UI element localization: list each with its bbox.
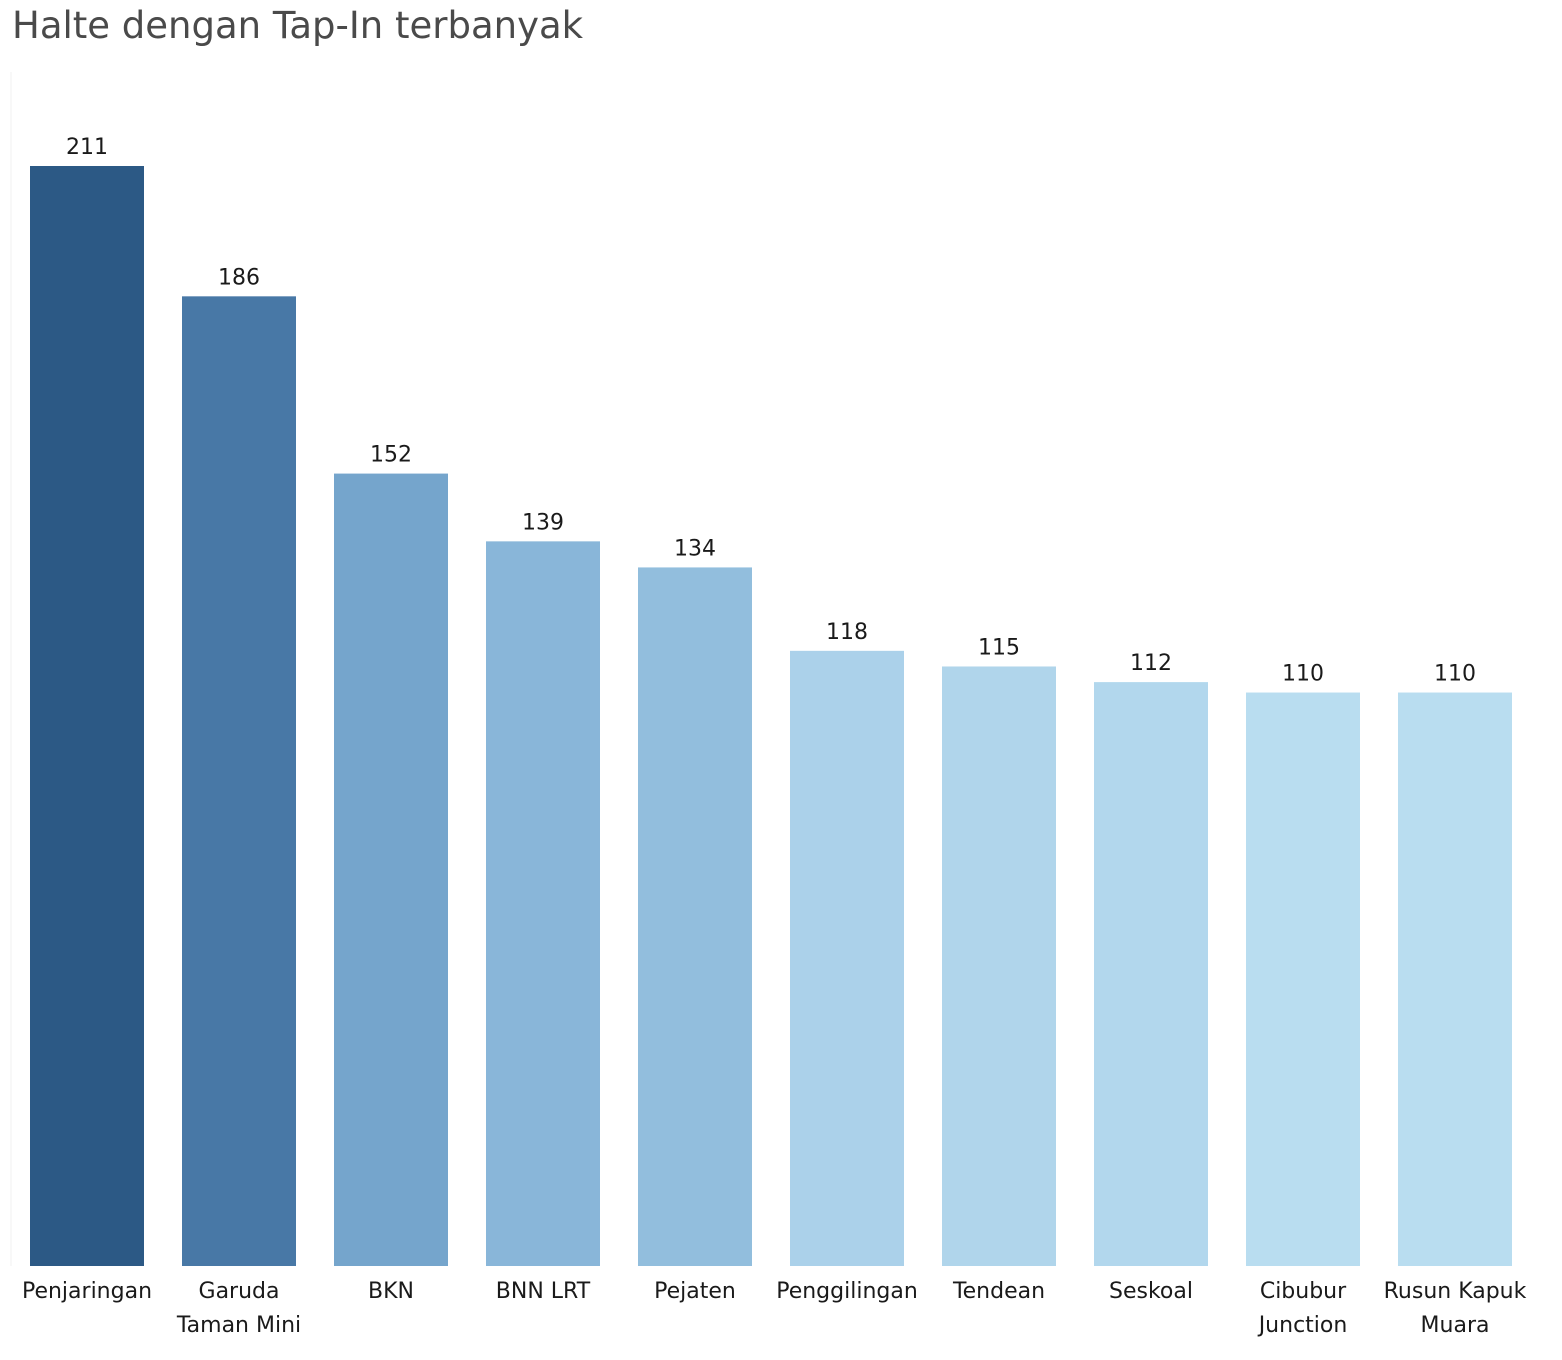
bar-value-label: 211 [66,135,108,160]
bar-value-label: 112 [1130,651,1172,676]
category-label: Tendean [952,1279,1045,1304]
value-labels-group: 211 186 152 139 134 118 115 112 110 110 [66,135,1476,687]
bar [942,666,1056,1266]
bar-value-label: 139 [522,510,564,535]
bar-value-label: 110 [1434,662,1476,687]
bar [334,473,448,1266]
category-label: Pejaten [654,1279,736,1304]
bar [30,166,144,1266]
category-label: Penjaringan [22,1279,152,1304]
chart-title: Halte dengan Tap-In terbanyak [12,4,584,47]
bar [790,650,904,1266]
category-labels-group: Penjaringan Garuda Taman Mini BKN BNN LRT Pej… [22,1279,1527,1338]
bar [1398,692,1512,1266]
bars-group [30,166,1512,1266]
category-label: Taman Mini [176,1313,301,1338]
bar [1094,682,1208,1266]
bar [486,541,600,1266]
bar-value-label: 118 [826,620,868,645]
category-label: Garuda [199,1279,280,1304]
category-label: Penggilingan [776,1279,918,1304]
bar-value-label: 186 [218,265,260,290]
bar [182,296,296,1266]
bar-value-label: 110 [1282,662,1324,687]
bar-value-label: 115 [978,635,1020,660]
bar [1246,692,1360,1266]
category-label: Cibubur [1260,1279,1347,1304]
bar-value-label: 134 [674,536,716,561]
category-label: Junction [1257,1313,1348,1338]
category-label: BKN [368,1279,414,1304]
bar [638,567,752,1266]
category-label: Seskoal [1109,1279,1193,1304]
category-label: Rusun Kapuk [1384,1279,1527,1304]
bar-value-label: 152 [370,443,412,468]
category-label: BNN LRT [496,1279,591,1304]
category-label: Muara [1421,1313,1490,1338]
